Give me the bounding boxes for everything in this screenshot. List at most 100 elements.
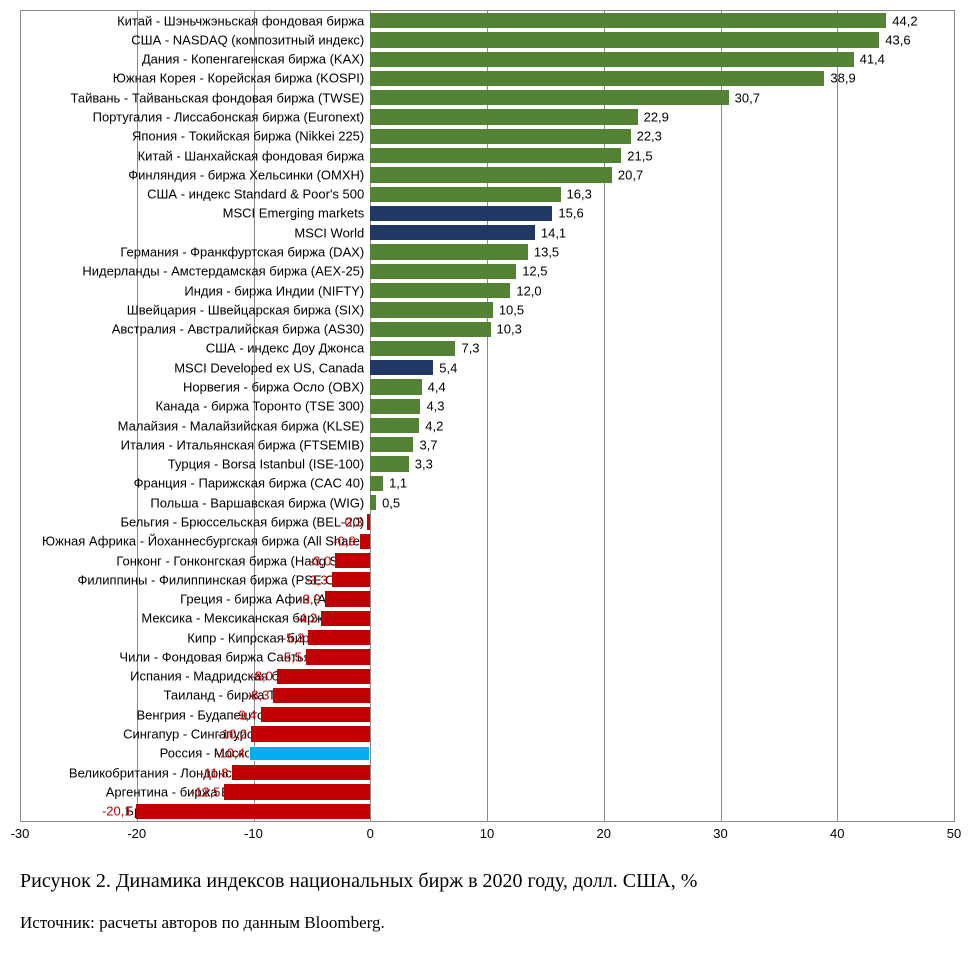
category-label: Япония - Токийская биржа (Nikkei 225): [132, 129, 364, 144]
value-label: 3,3: [415, 457, 433, 472]
bar: [370, 437, 413, 452]
value-label: 30,7: [735, 90, 760, 105]
bar-row: Канада - биржа Торонто (TSE 300) 4,3: [20, 397, 954, 416]
bar-row: Гонконг - Гонконгская биржа (Hang Seng)-…: [20, 551, 954, 570]
category-label: Турция - Borsa Istanbul (ISE-100): [168, 457, 364, 472]
value-label: -10,4: [215, 746, 245, 761]
value-label: 14,1: [541, 225, 566, 240]
value-label: -0,3: [340, 514, 362, 529]
bar-row: Финляндия - биржа Хельсинки (OMXH)20,7: [20, 165, 954, 184]
value-label: 12,5: [522, 264, 547, 279]
bar-row: Кипр - Кипрская биржа (CSE)-5,3: [20, 628, 954, 647]
bar: [370, 90, 728, 105]
bar-row: Греция - биржа Афин (ATHEX)-3,9: [20, 589, 954, 608]
bar: [370, 418, 419, 433]
figure-caption: Рисунок 2. Динамика индексов национальны…: [20, 870, 954, 893]
category-label: Франция - Парижская биржа (CAC 40): [134, 476, 365, 491]
bar-row: Филиппины - Филиппинская биржа (PSE Comp…: [20, 570, 954, 589]
bar-row: Китай - Шанхайская фондовая биржа21,5: [20, 146, 954, 165]
bar-row: США - индекс Доу Джонса7,3: [20, 339, 954, 358]
value-label: 41,4: [860, 52, 885, 67]
bar: [370, 341, 455, 356]
value-label: 4,2: [425, 418, 443, 433]
category-label: MSCI Developed ex US, Canada: [174, 360, 364, 375]
category-label: Тайвань - Тайваньская фондовая биржа (TW…: [71, 90, 365, 105]
x-tick-label: 40: [830, 826, 844, 841]
bar: [308, 630, 370, 645]
bar: [370, 456, 409, 471]
value-label: -8,3: [247, 688, 269, 703]
bar-row: Индия - биржа Индии (NIFTY) 12,0: [20, 281, 954, 300]
bar: [370, 495, 376, 510]
category-label: Польша - Варшавская биржа (WIG): [150, 495, 364, 510]
bar: [370, 379, 421, 394]
bar: [370, 71, 824, 86]
category-label: Индия - биржа Индии (NIFTY): [184, 283, 364, 298]
bar-row: Норвегия - биржа Осло (OBX)4,4: [20, 377, 954, 396]
bar: [370, 322, 490, 337]
value-label: -8,0: [250, 669, 272, 684]
value-label: -10,2: [218, 727, 248, 742]
value-label: 15,6: [558, 206, 583, 221]
bar: [321, 611, 370, 626]
value-label: 38,9: [830, 71, 855, 86]
category-label: Португалия - Лиссабонская биржа (Euronex…: [93, 110, 365, 125]
value-label: 22,3: [637, 129, 662, 144]
category-label: Малайзия - Малайзийская биржа (KLSE): [118, 418, 365, 433]
category-label: Южная Африка - Йоханнесбургская биржа (A…: [42, 534, 364, 549]
bars-layer: Китай - Шэньчжэньская фондовая биржа44,2…: [20, 11, 954, 821]
category-label: США - индекс Доу Джонса: [206, 341, 365, 356]
value-label: 4,3: [426, 399, 444, 414]
category-label: Канада - биржа Торонто (TSE 300): [156, 399, 365, 414]
bar-row: Великобритания - Лондонская биржа (FTSE …: [20, 763, 954, 782]
bar-row: Польша - Варшавская биржа (WIG)0,5: [20, 493, 954, 512]
bar-row: Германия - Франкфуртская биржа (DAX) 13,5: [20, 242, 954, 261]
bar: [335, 553, 370, 568]
gridline: [954, 11, 955, 821]
value-label: 3,7: [419, 437, 437, 452]
x-axis: -30-20-1001020304050: [20, 822, 954, 848]
bar: [306, 649, 370, 664]
bar-row: Малайзия - Малайзийская биржа (KLSE) 4,2: [20, 416, 954, 435]
value-label: 10,5: [499, 302, 524, 317]
value-label: 5,4: [439, 360, 457, 375]
bar-row: Франция - Парижская биржа (CAC 40) 1,1: [20, 474, 954, 493]
bar: [325, 591, 371, 606]
bar: [370, 32, 879, 47]
category-label: Бельгия - Брюссельская биржа (BEL-20): [120, 514, 364, 529]
bar: [370, 360, 433, 375]
category-label: США - индекс Standard & Poor's 500: [147, 187, 364, 202]
bar: [370, 52, 853, 67]
bar-row: Южная Африка - Йоханнесбургская биржа (A…: [20, 532, 954, 551]
bar-row: Испания - Мадридская биржа (Ibex 35)-8,0: [20, 667, 954, 686]
bar-row: Венгрия - Будапештская биржа (BUX)-9,4: [20, 705, 954, 724]
bar-row: Нидерланды - Амстердамская биржа (AEX-25…: [20, 262, 954, 281]
value-label: -5,5: [280, 649, 302, 664]
bar-row: Таиланд - биржа Таиланда (SET)-8,3: [20, 686, 954, 705]
bar: [370, 187, 560, 202]
value-label: 13,5: [534, 245, 559, 260]
category-label: США - NASDAQ (композитный индекс): [131, 32, 364, 47]
bar-row: Сингапур - Сингапурская биржа (Straits)-…: [20, 724, 954, 743]
value-label: 22,9: [644, 110, 669, 125]
value-label: 44,2: [892, 13, 917, 28]
bar: [370, 283, 510, 298]
bar: [370, 476, 383, 491]
bar: [277, 669, 370, 684]
bar: [370, 399, 420, 414]
bar-row: Тайвань - Тайваньская фондовая биржа (TW…: [20, 88, 954, 107]
value-label: -9,4: [234, 707, 256, 722]
bar-row: MSCI Emerging markets15,6: [20, 204, 954, 223]
figure-source: Источник: расчеты авторов по данным Bloo…: [20, 913, 954, 933]
value-label: 12,0: [516, 283, 541, 298]
bar: [232, 765, 370, 780]
x-tick-label: -30: [11, 826, 30, 841]
category-label: MSCI World: [294, 225, 364, 240]
chart-container: Китай - Шэньчжэньская фондовая биржа44,2…: [0, 0, 974, 953]
category-label: Финляндия - биржа Хельсинки (OMXH): [128, 167, 364, 182]
bar-row: Россия - Московская биржа (РТС)-10,4: [20, 744, 954, 763]
bar: [261, 707, 371, 722]
bar-row: Бразилия - биржа Сан-Паулу (Bovespa)-20,…: [20, 802, 954, 821]
value-label: 1,1: [389, 476, 407, 491]
category-label: Германия - Франкфуртская биржа (DAX): [120, 245, 364, 260]
